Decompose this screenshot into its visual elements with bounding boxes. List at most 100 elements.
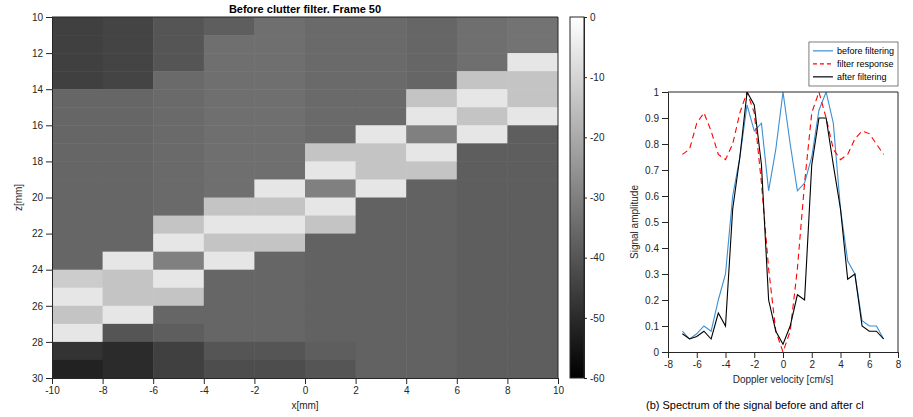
cell <box>254 342 305 361</box>
tick: 2 <box>809 352 815 370</box>
cell <box>406 324 457 343</box>
tick-label: -2 <box>250 385 259 396</box>
tick-mark <box>697 352 698 358</box>
x-axis-title: Doppler velocity [cm/s] <box>733 374 834 385</box>
cell <box>204 161 255 180</box>
tick-label: -4 <box>722 359 731 370</box>
cell <box>356 161 407 180</box>
tick-mark <box>46 270 52 271</box>
legend-item: before filtering <box>813 46 894 56</box>
tick-mark <box>584 378 587 379</box>
cell <box>254 198 305 217</box>
cell <box>507 270 558 289</box>
cell <box>356 89 407 108</box>
cell <box>153 216 204 235</box>
cell <box>153 252 204 271</box>
tick-mark <box>662 274 668 275</box>
cell <box>457 89 508 108</box>
tick: 0 <box>653 347 668 358</box>
cell <box>153 125 204 144</box>
cell <box>507 89 558 108</box>
cell <box>406 198 457 217</box>
cell <box>103 252 154 271</box>
tick: 10 <box>553 378 565 396</box>
series-lines <box>682 92 883 352</box>
legend-label: before filtering <box>837 46 894 56</box>
cell <box>204 360 255 378</box>
cell <box>103 17 154 36</box>
cell <box>254 125 305 144</box>
cell <box>204 342 255 361</box>
tick-label: 0 <box>303 385 309 396</box>
tick-mark <box>507 378 508 384</box>
cell <box>305 71 356 90</box>
cell <box>153 107 204 126</box>
cell <box>52 288 103 307</box>
tick-mark <box>584 258 587 259</box>
series-line <box>682 92 883 352</box>
tick-label: -8 <box>664 359 673 370</box>
y-axis-title: Signal amplitude <box>629 185 640 259</box>
cell <box>52 360 103 378</box>
tick-label: 20 <box>32 192 44 203</box>
tick-label: -40 <box>590 252 605 263</box>
legend-swatch <box>813 50 833 51</box>
tick: 0.8 <box>645 139 668 150</box>
cell <box>52 161 103 180</box>
tick-mark <box>584 198 587 199</box>
cell <box>153 143 204 162</box>
cell <box>507 216 558 235</box>
cell <box>204 306 255 325</box>
tick-label: 1 <box>653 87 659 98</box>
tick: 0.5 <box>645 217 668 228</box>
cell <box>103 89 154 108</box>
tick: 10 <box>32 12 52 23</box>
tick: -2 <box>750 352 759 370</box>
cell <box>507 306 558 325</box>
cell <box>254 252 305 271</box>
cell <box>103 179 154 198</box>
tick: 0 <box>781 352 787 370</box>
tick-mark <box>46 89 52 90</box>
tick-mark <box>103 378 104 384</box>
tick-mark <box>406 378 407 384</box>
cell <box>406 53 457 72</box>
cell <box>103 306 154 325</box>
cell <box>356 324 407 343</box>
tick-mark <box>841 352 842 358</box>
cell <box>103 107 154 126</box>
cell <box>153 17 204 36</box>
tick-label: -10 <box>590 72 605 83</box>
cell <box>457 143 508 162</box>
cell <box>254 53 305 72</box>
cell <box>153 53 204 72</box>
cell <box>103 198 154 217</box>
tick: 0.2 <box>645 295 668 306</box>
axis-line <box>585 18 588 379</box>
cell <box>507 35 558 54</box>
cell <box>457 179 508 198</box>
tick-label: 0.9 <box>645 113 659 124</box>
cell <box>457 161 508 180</box>
cell <box>507 125 558 144</box>
cell <box>254 360 305 378</box>
cell <box>406 288 457 307</box>
plot-background <box>668 92 898 352</box>
plot-frame <box>52 17 558 378</box>
tick-label: 0.3 <box>645 269 659 280</box>
tick-mark <box>46 378 52 379</box>
tick: -40 <box>584 252 605 263</box>
tick-mark <box>662 248 668 249</box>
cell <box>305 17 356 36</box>
cell <box>507 71 558 90</box>
cell <box>356 107 407 126</box>
tick-mark <box>662 170 668 171</box>
tick: 18 <box>32 156 52 167</box>
tick-mark <box>356 378 357 384</box>
axis-line <box>53 379 559 385</box>
cell <box>204 270 255 289</box>
tick-label: -6 <box>693 359 702 370</box>
tick: 1 <box>653 87 668 98</box>
tick: 28 <box>32 337 52 348</box>
cell <box>457 107 508 126</box>
